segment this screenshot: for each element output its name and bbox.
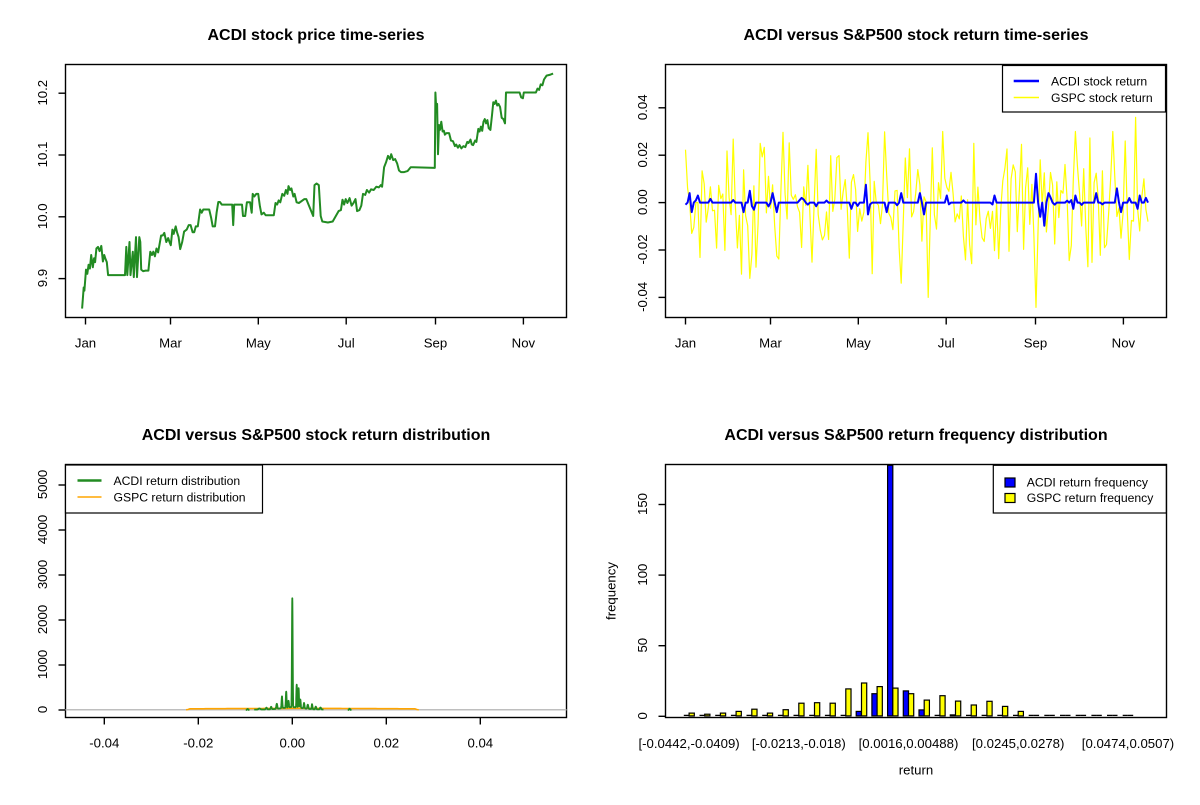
svg-text:Jul: Jul bbox=[338, 336, 355, 351]
svg-text:frequency: frequency bbox=[604, 562, 619, 620]
svg-text:[-0.0442,-0.0409): [-0.0442,-0.0409) bbox=[639, 736, 740, 751]
svg-text:9.9: 9.9 bbox=[35, 269, 50, 287]
svg-text:[-0.0213,-0.018): [-0.0213,-0.018) bbox=[752, 736, 846, 751]
svg-text:10.0: 10.0 bbox=[35, 203, 50, 229]
svg-text:May: May bbox=[246, 336, 271, 351]
svg-text:-0.04: -0.04 bbox=[89, 736, 119, 751]
svg-text:0.00: 0.00 bbox=[279, 736, 305, 751]
svg-text:-0.04: -0.04 bbox=[635, 282, 650, 312]
svg-text:5000: 5000 bbox=[35, 470, 50, 499]
svg-text:[0.0245,0.0278): [0.0245,0.0278) bbox=[972, 736, 1064, 751]
svg-text:GSPC return frequency: GSPC return frequency bbox=[1027, 491, 1155, 505]
svg-text:[0.0016,0.00488): [0.0016,0.00488) bbox=[859, 736, 959, 751]
svg-text:50: 50 bbox=[635, 638, 650, 653]
svg-text:-0.02: -0.02 bbox=[635, 234, 650, 264]
svg-text:Mar: Mar bbox=[159, 336, 182, 351]
svg-text:GSPC return distribution: GSPC return distribution bbox=[114, 490, 246, 504]
svg-text:[0.0474,0.0507): [0.0474,0.0507) bbox=[1082, 736, 1174, 751]
svg-text:Sep: Sep bbox=[1024, 336, 1047, 351]
svg-text:GSPC stock return: GSPC stock return bbox=[1051, 91, 1153, 105]
svg-text:0.00: 0.00 bbox=[635, 189, 650, 215]
svg-text:150: 150 bbox=[635, 493, 650, 515]
svg-text:0: 0 bbox=[35, 706, 50, 713]
svg-text:ACDI stock return: ACDI stock return bbox=[1051, 74, 1147, 88]
svg-text:0: 0 bbox=[635, 712, 650, 719]
svg-text:ACDI return distribution: ACDI return distribution bbox=[114, 474, 241, 488]
svg-text:ACDI versus S&P500 return freq: ACDI versus S&P500 return frequency dist… bbox=[724, 427, 1107, 444]
svg-text:ACDI versus S&P500 stock retur: ACDI versus S&P500 stock return time-ser… bbox=[743, 27, 1088, 44]
svg-text:ACDI return frequency: ACDI return frequency bbox=[1027, 476, 1149, 490]
svg-text:ACDI versus S&P500 stock retur: ACDI versus S&P500 stock return distribu… bbox=[142, 427, 491, 444]
svg-text:10.1: 10.1 bbox=[35, 142, 50, 168]
svg-text:0.02: 0.02 bbox=[635, 142, 650, 168]
svg-text:May: May bbox=[846, 336, 871, 351]
svg-text:Nov: Nov bbox=[512, 336, 536, 351]
svg-text:2000: 2000 bbox=[35, 605, 50, 634]
svg-text:0.02: 0.02 bbox=[373, 736, 399, 751]
svg-text:Jul: Jul bbox=[938, 336, 955, 351]
svg-text:0.04: 0.04 bbox=[467, 736, 493, 751]
svg-text:4000: 4000 bbox=[35, 515, 50, 544]
svg-text:Nov: Nov bbox=[1112, 336, 1136, 351]
svg-text:ACDI stock price time-series: ACDI stock price time-series bbox=[208, 27, 425, 44]
svg-text:Jan: Jan bbox=[75, 336, 96, 351]
svg-text:1000: 1000 bbox=[35, 650, 50, 679]
svg-text:Mar: Mar bbox=[759, 336, 782, 351]
svg-text:Sep: Sep bbox=[424, 336, 447, 351]
svg-text:100: 100 bbox=[635, 564, 650, 586]
svg-text:10.2: 10.2 bbox=[35, 80, 50, 106]
svg-text:0.04: 0.04 bbox=[635, 94, 650, 120]
svg-text:return: return bbox=[899, 763, 933, 778]
svg-text:-0.02: -0.02 bbox=[183, 736, 213, 751]
svg-text:3000: 3000 bbox=[35, 560, 50, 589]
svg-text:Jan: Jan bbox=[675, 336, 696, 351]
